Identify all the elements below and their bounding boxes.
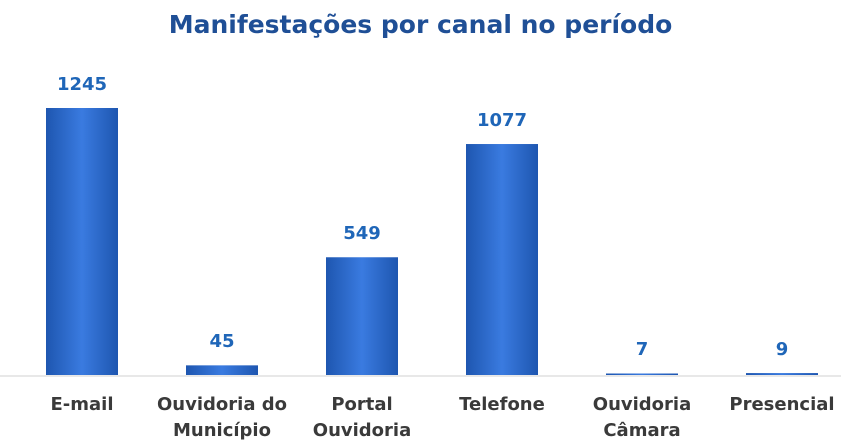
- value-label: 45: [209, 331, 235, 353]
- bar: [186, 365, 258, 375]
- value-label: 9: [775, 339, 789, 361]
- bar: [746, 373, 818, 375]
- x-tick-label: Telefone: [459, 394, 545, 415]
- x-tick-label: Presencial: [729, 394, 835, 415]
- bar: [606, 373, 678, 375]
- bar: [46, 108, 118, 375]
- x-tick-label: Ouvidoria Câmara: [592, 394, 692, 441]
- value-label: 7: [635, 339, 649, 361]
- bar: [466, 144, 538, 375]
- x-tick-label: Ouvidoria do Município: [157, 394, 287, 441]
- x-tick-label: Portal Ouvidoria: [312, 394, 412, 441]
- value-label: 1077: [476, 110, 528, 132]
- x-tick-label: E-mail: [50, 394, 114, 415]
- value-label: 549: [343, 223, 381, 245]
- bar: [326, 257, 398, 375]
- chart-title: Manifestações por canal no período: [168, 10, 673, 39]
- value-label: 1245: [56, 74, 108, 95]
